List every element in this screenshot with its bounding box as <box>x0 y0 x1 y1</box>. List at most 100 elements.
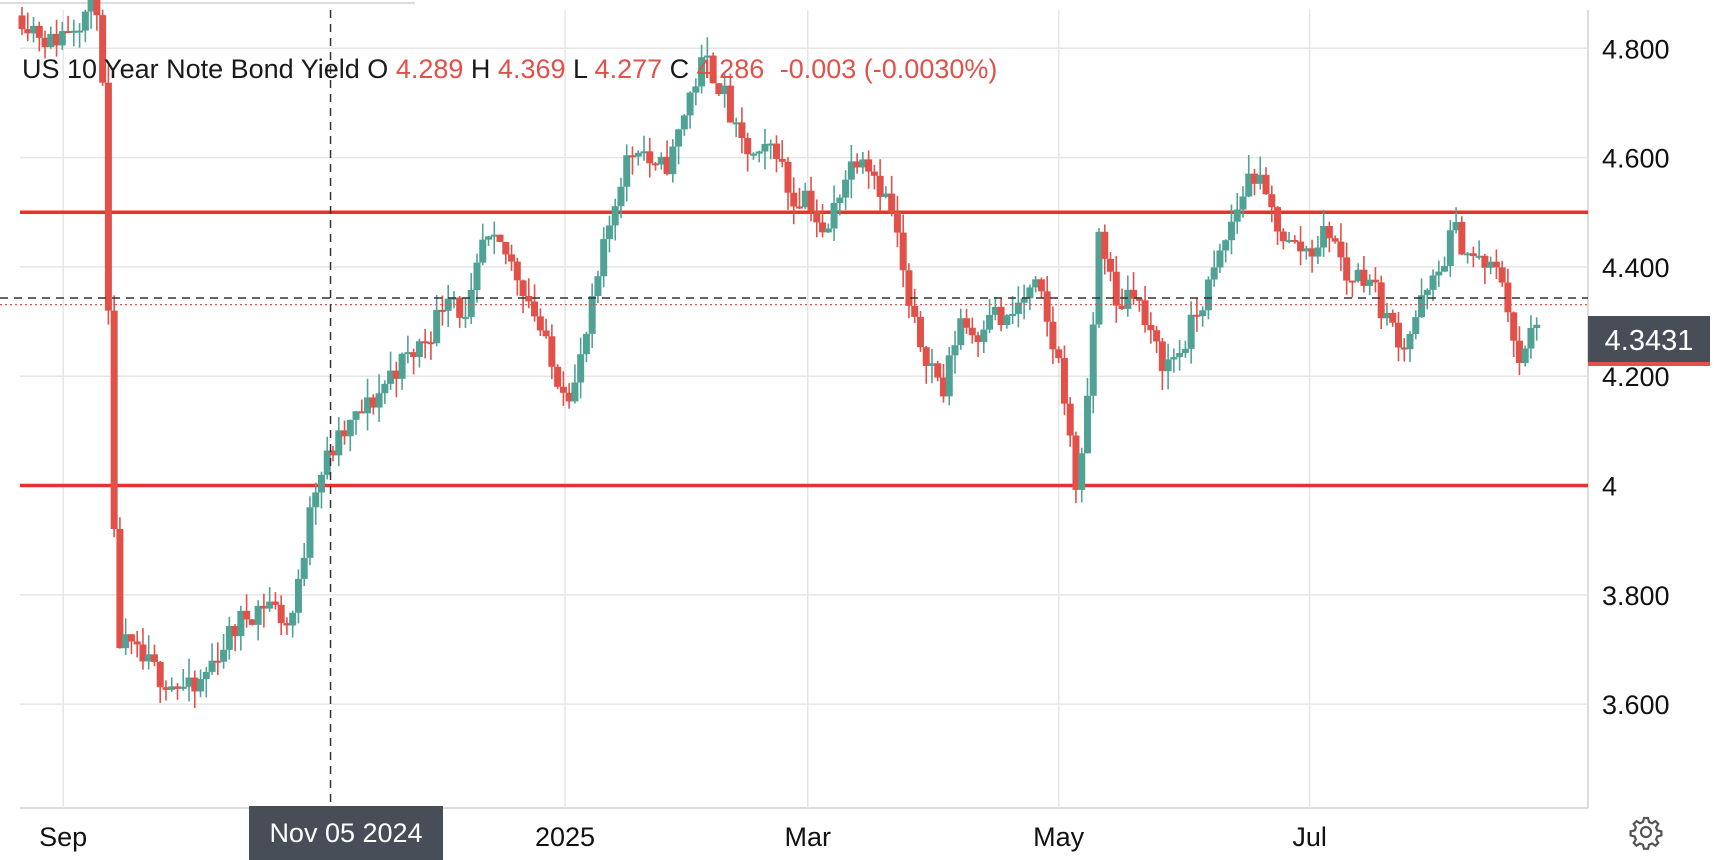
candle-body <box>1366 279 1374 286</box>
candle-body <box>1043 291 1051 322</box>
candle-body <box>813 211 821 223</box>
candle-body <box>1181 348 1189 354</box>
candle-body <box>945 355 953 397</box>
candle-body <box>1400 347 1408 350</box>
candle-body <box>847 161 855 180</box>
candle-body <box>951 345 959 356</box>
candle-body <box>605 225 613 240</box>
candle-body <box>870 171 878 176</box>
candle-body <box>1510 312 1518 341</box>
candle-body <box>755 151 763 154</box>
candle-body <box>698 57 706 87</box>
high-label: H <box>470 54 491 84</box>
candle-body <box>266 601 274 609</box>
candle-body <box>191 677 199 692</box>
chart-grid <box>0 2 1589 809</box>
candle-body <box>1475 255 1483 258</box>
candle-body <box>582 333 590 355</box>
candle-body <box>1176 353 1184 358</box>
candle-body <box>508 254 516 262</box>
current-price-tag: 4.3431 <box>1588 316 1710 366</box>
candle-body <box>1187 314 1195 349</box>
candle-body <box>1412 317 1420 335</box>
candle-body <box>24 29 32 34</box>
candle-body <box>122 634 130 649</box>
candle-body <box>1406 334 1414 350</box>
candle-body <box>1262 174 1270 195</box>
candle-body <box>1429 275 1437 290</box>
candle-body <box>1308 248 1316 257</box>
candle-body <box>1124 289 1132 309</box>
candle-body <box>830 202 838 229</box>
candle-body <box>554 366 562 387</box>
candle-body <box>772 143 780 159</box>
candle-body <box>260 605 268 609</box>
candle-body <box>427 342 435 345</box>
candle-body <box>248 619 256 625</box>
candle-body <box>911 305 919 317</box>
change-value: -0.003 (-0.0030%) <box>779 54 998 84</box>
candle-body <box>1245 173 1253 197</box>
candle-body <box>1130 289 1138 299</box>
candle-body <box>807 190 815 212</box>
candle-body <box>646 151 654 164</box>
candle-body <box>761 143 769 152</box>
candle-body <box>162 687 170 690</box>
crosshair-date-tag: Nov 05 2024 <box>249 806 443 860</box>
candle-body <box>1268 194 1276 208</box>
high-value: 4.369 <box>497 54 566 84</box>
candle-body <box>1371 279 1379 283</box>
candle-body <box>571 382 579 402</box>
candle-body <box>1469 253 1477 257</box>
candle-body <box>749 153 757 156</box>
candle-body <box>76 30 84 33</box>
x-tick-label: 2025 <box>535 822 595 852</box>
candle-body <box>623 155 631 187</box>
gear-icon <box>1629 816 1663 850</box>
candle-body <box>1227 221 1235 241</box>
candle-body <box>139 644 147 662</box>
candles <box>18 0 1541 708</box>
candle-body <box>859 159 867 168</box>
candle-body <box>1527 327 1535 349</box>
candle-body <box>364 397 372 414</box>
candle-body <box>980 329 988 343</box>
candle-body <box>438 309 446 312</box>
candle-body <box>87 0 95 12</box>
candle-body <box>174 686 182 689</box>
candle-body <box>888 193 896 213</box>
candle-body <box>577 354 585 383</box>
candle-body <box>243 610 251 620</box>
candle-body <box>225 626 233 650</box>
candle-body <box>1458 221 1466 255</box>
candle-body <box>1014 302 1022 314</box>
candle-body <box>1158 341 1166 372</box>
candle-body <box>444 298 452 311</box>
candle-body <box>289 612 297 626</box>
candle-body <box>53 33 61 46</box>
candle-body <box>1464 253 1472 256</box>
candle-body <box>300 557 308 579</box>
candle-body <box>790 192 798 207</box>
candle-body <box>801 190 809 208</box>
candle-body <box>657 156 665 165</box>
candle-body <box>231 626 239 637</box>
candle-body <box>398 353 406 379</box>
candle-body <box>1348 280 1356 283</box>
settings-button[interactable] <box>1628 814 1664 850</box>
candle-body <box>1222 240 1230 251</box>
low-value: 4.277 <box>594 54 663 84</box>
candle-body <box>882 193 890 197</box>
candle-body <box>156 661 164 688</box>
candle-body <box>1135 298 1143 301</box>
candle-body <box>145 654 153 662</box>
candle-body <box>1441 265 1449 272</box>
candle-body <box>1020 298 1028 303</box>
candle-body <box>1320 226 1328 248</box>
candle-body <box>628 155 636 158</box>
open-label: O <box>367 54 389 84</box>
candle-body <box>1331 238 1339 242</box>
candle-body <box>594 276 602 297</box>
x-tick-label: Mar <box>784 822 831 852</box>
